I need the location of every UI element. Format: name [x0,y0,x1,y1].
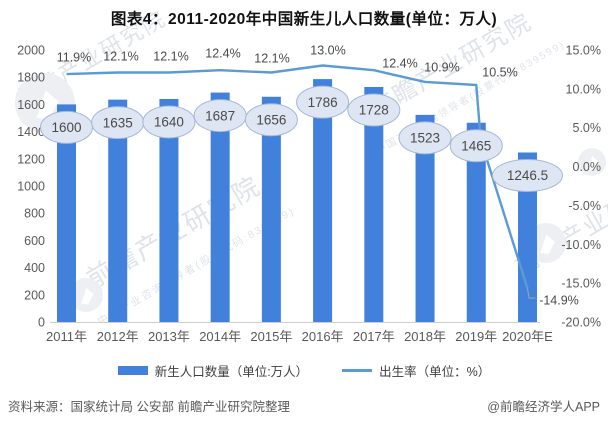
bar-2013年 [159,98,179,323]
left-axis-tick: 200 [24,288,45,302]
birthrate-value-label: 12.1% [103,50,138,64]
bar-series-swatch-icon [117,366,148,375]
legend-item-population: 新生人口数量（单位:万人） [117,361,309,380]
right-axis-tick: 15.0% [566,44,601,58]
x-axis-label: 2012年 [97,329,139,344]
birthrate-value-label: 12.4% [382,57,417,71]
right-axis-tick: -10.0% [561,238,601,252]
bar-value-label: 1786 [308,95,338,110]
left-axis-tick: 1000 [17,180,45,194]
left-axis-tick: 1800 [17,71,45,85]
chart-canvas: 前瞻产业研究院中国产业咨询领导者(股票代码:839599)前瞻产业研究院中国产业… [12,6,608,344]
bar-2018年 [415,114,435,322]
bar-value-label: 1656 [256,112,286,127]
birthrate-value-label: 11.9% [57,51,92,65]
bar-value-bubble [398,121,452,155]
line-series-swatch-icon [342,369,373,372]
bar-value-bubble [142,105,196,139]
birthrate-value-label: 10.5% [482,66,517,80]
credit-note: @前瞻经济学人APP [487,400,600,414]
birthrate-value-label: -14.9% [539,294,579,308]
bar-2011年 [57,104,76,323]
birthrate-line [66,64,529,289]
birthrate-value-label: 13.0% [310,44,345,58]
left-axis-tick: 2000 [17,44,45,58]
right-axis-tick: -15.0% [561,277,601,291]
x-axis-label: 2020年E [502,329,553,344]
bar-value-label: 1687 [205,108,235,123]
bar-value-label: 1246.5 [507,168,548,183]
left-axis-tick: 800 [24,207,45,221]
birthrate-value-label: 10.9% [424,61,459,75]
birthrate-value-label: 12.1% [153,50,188,64]
left-axis-tick: 600 [24,234,45,248]
bar-value-bubble [491,158,563,192]
legend-label-population: 新生人口数量（单位:万人） [154,365,309,379]
bar-2016年 [313,79,333,322]
source-note: 资料来源：国家统计局 公安部 前瞻产业研究院整理 [8,400,290,414]
bar-2012年 [108,99,128,322]
left-axis-tick: 1200 [17,152,45,166]
x-axis-label: 2018年 [404,329,446,344]
x-axis-label: 2016年 [302,329,344,344]
x-axis-label: 2017年 [353,329,395,344]
x-axis-label: 2019年 [455,329,497,344]
chart-legend: 新生人口数量（单位:万人） 出生率（单位：%） [0,361,608,380]
x-axis-label: 2014年 [199,329,241,344]
left-axis-tick: 400 [24,261,45,275]
right-axis-tick: -20.0% [561,316,601,330]
x-axis-label: 2015年 [250,329,292,344]
bar-value-label: 1465 [461,138,491,153]
left-axis-tick: 1400 [17,125,45,139]
legend-item-birthrate: 出生率（单位：%） [342,361,490,380]
bar-2017年 [364,86,384,322]
left-axis-tick: 1600 [17,98,45,112]
bar-2019年 [466,122,486,322]
x-axis-label: 2011年 [46,329,87,344]
chart-footer: 资料来源：国家统计局 公安部 前瞻产业研究院整理 @前瞻经济学人APP [0,396,608,415]
watermark-bird-icon [588,156,599,170]
bar-2015年 [261,96,281,322]
chart-title: 图表4：2011-2020年中国新生儿人口数量(单位：万人) [110,11,498,28]
watermark-bird-icon [36,90,59,120]
birthrate-value-label: 12.1% [254,52,289,66]
left-axis-tick: 0 [38,316,45,330]
legend-label-birthrate: 出生率（单位：%） [379,365,491,379]
bar-value-bubble [244,103,298,137]
bar-value-bubble [449,129,503,163]
bar-2020年E [517,152,537,322]
bar-value-bubble [296,85,350,119]
right-axis-tick: 5.0% [573,121,602,135]
watermark-bird-icon [540,234,555,254]
bar-value-label: 1635 [103,115,133,130]
bar-value-label: 1728 [359,103,389,118]
bar-value-bubble [347,93,401,127]
bar-value-label: 1600 [51,120,81,135]
bar-value-label: 1640 [154,115,184,130]
bar-2014年 [210,92,230,323]
right-axis-tick: -5.0% [568,199,601,213]
x-axis-label: 2013年 [148,329,190,344]
right-axis-tick: 10.0% [566,82,601,96]
label-leader-line [526,288,536,299]
birthrate-value-label: 12.4% [205,47,240,61]
bar-value-label: 1523 [410,131,440,146]
watermark-bird-icon [81,287,94,305]
right-axis-tick: 0.0% [573,160,602,174]
